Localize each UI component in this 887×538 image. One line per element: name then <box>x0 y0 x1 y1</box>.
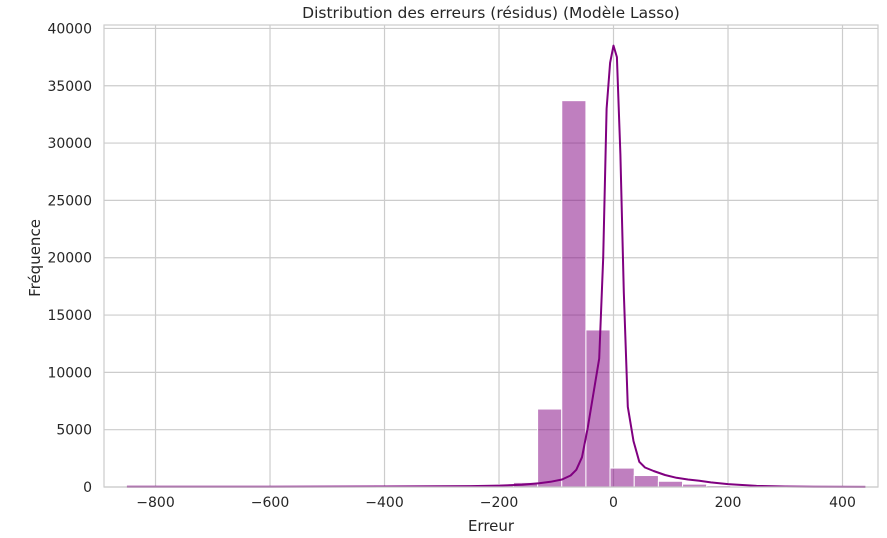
y-tick-label: 20000 <box>47 251 92 267</box>
y-tick-label: 5000 <box>56 423 92 439</box>
y-tick-label: 0 <box>83 480 92 496</box>
x-tick-label: 400 <box>829 495 856 511</box>
x-tick-label: −400 <box>365 495 403 511</box>
chart-title: Distribution des erreurs (résidus) (Modè… <box>302 4 680 22</box>
x-tick-label: −800 <box>136 495 174 511</box>
x-axis-label: Erreur <box>468 517 515 535</box>
x-tick-labels: −800 −600 −400 −200 0 200 400 <box>136 495 856 511</box>
histogram-bar <box>537 408 563 488</box>
x-tick-label: 200 <box>715 495 742 511</box>
plot-frame <box>103 24 879 488</box>
histogram-bar <box>585 329 611 488</box>
histogram-bars <box>126 100 887 488</box>
y-tick-label: 15000 <box>47 308 92 324</box>
y-axis-label: Fréquence <box>26 219 44 297</box>
y-tick-label: 40000 <box>47 21 92 37</box>
histogram-bar <box>657 480 684 488</box>
histogram-bar <box>609 467 635 488</box>
kde-curve <box>126 44 866 488</box>
y-tick-label: 25000 <box>47 193 92 209</box>
x-tick-label: −200 <box>480 495 518 511</box>
grid-lines <box>104 25 878 488</box>
y-tick-label: 35000 <box>47 79 92 95</box>
y-tick-labels: 0 5000 10000 15000 20000 25000 30000 35000 40000 <box>47 21 92 496</box>
y-tick-label: 30000 <box>47 136 92 152</box>
histogram-bar <box>561 100 587 488</box>
kde-line <box>126 44 866 488</box>
x-tick-label: 0 <box>609 495 618 511</box>
histogram-bar <box>633 475 659 488</box>
x-tick-label: −600 <box>251 495 289 511</box>
y-tick-label: 10000 <box>47 365 92 381</box>
